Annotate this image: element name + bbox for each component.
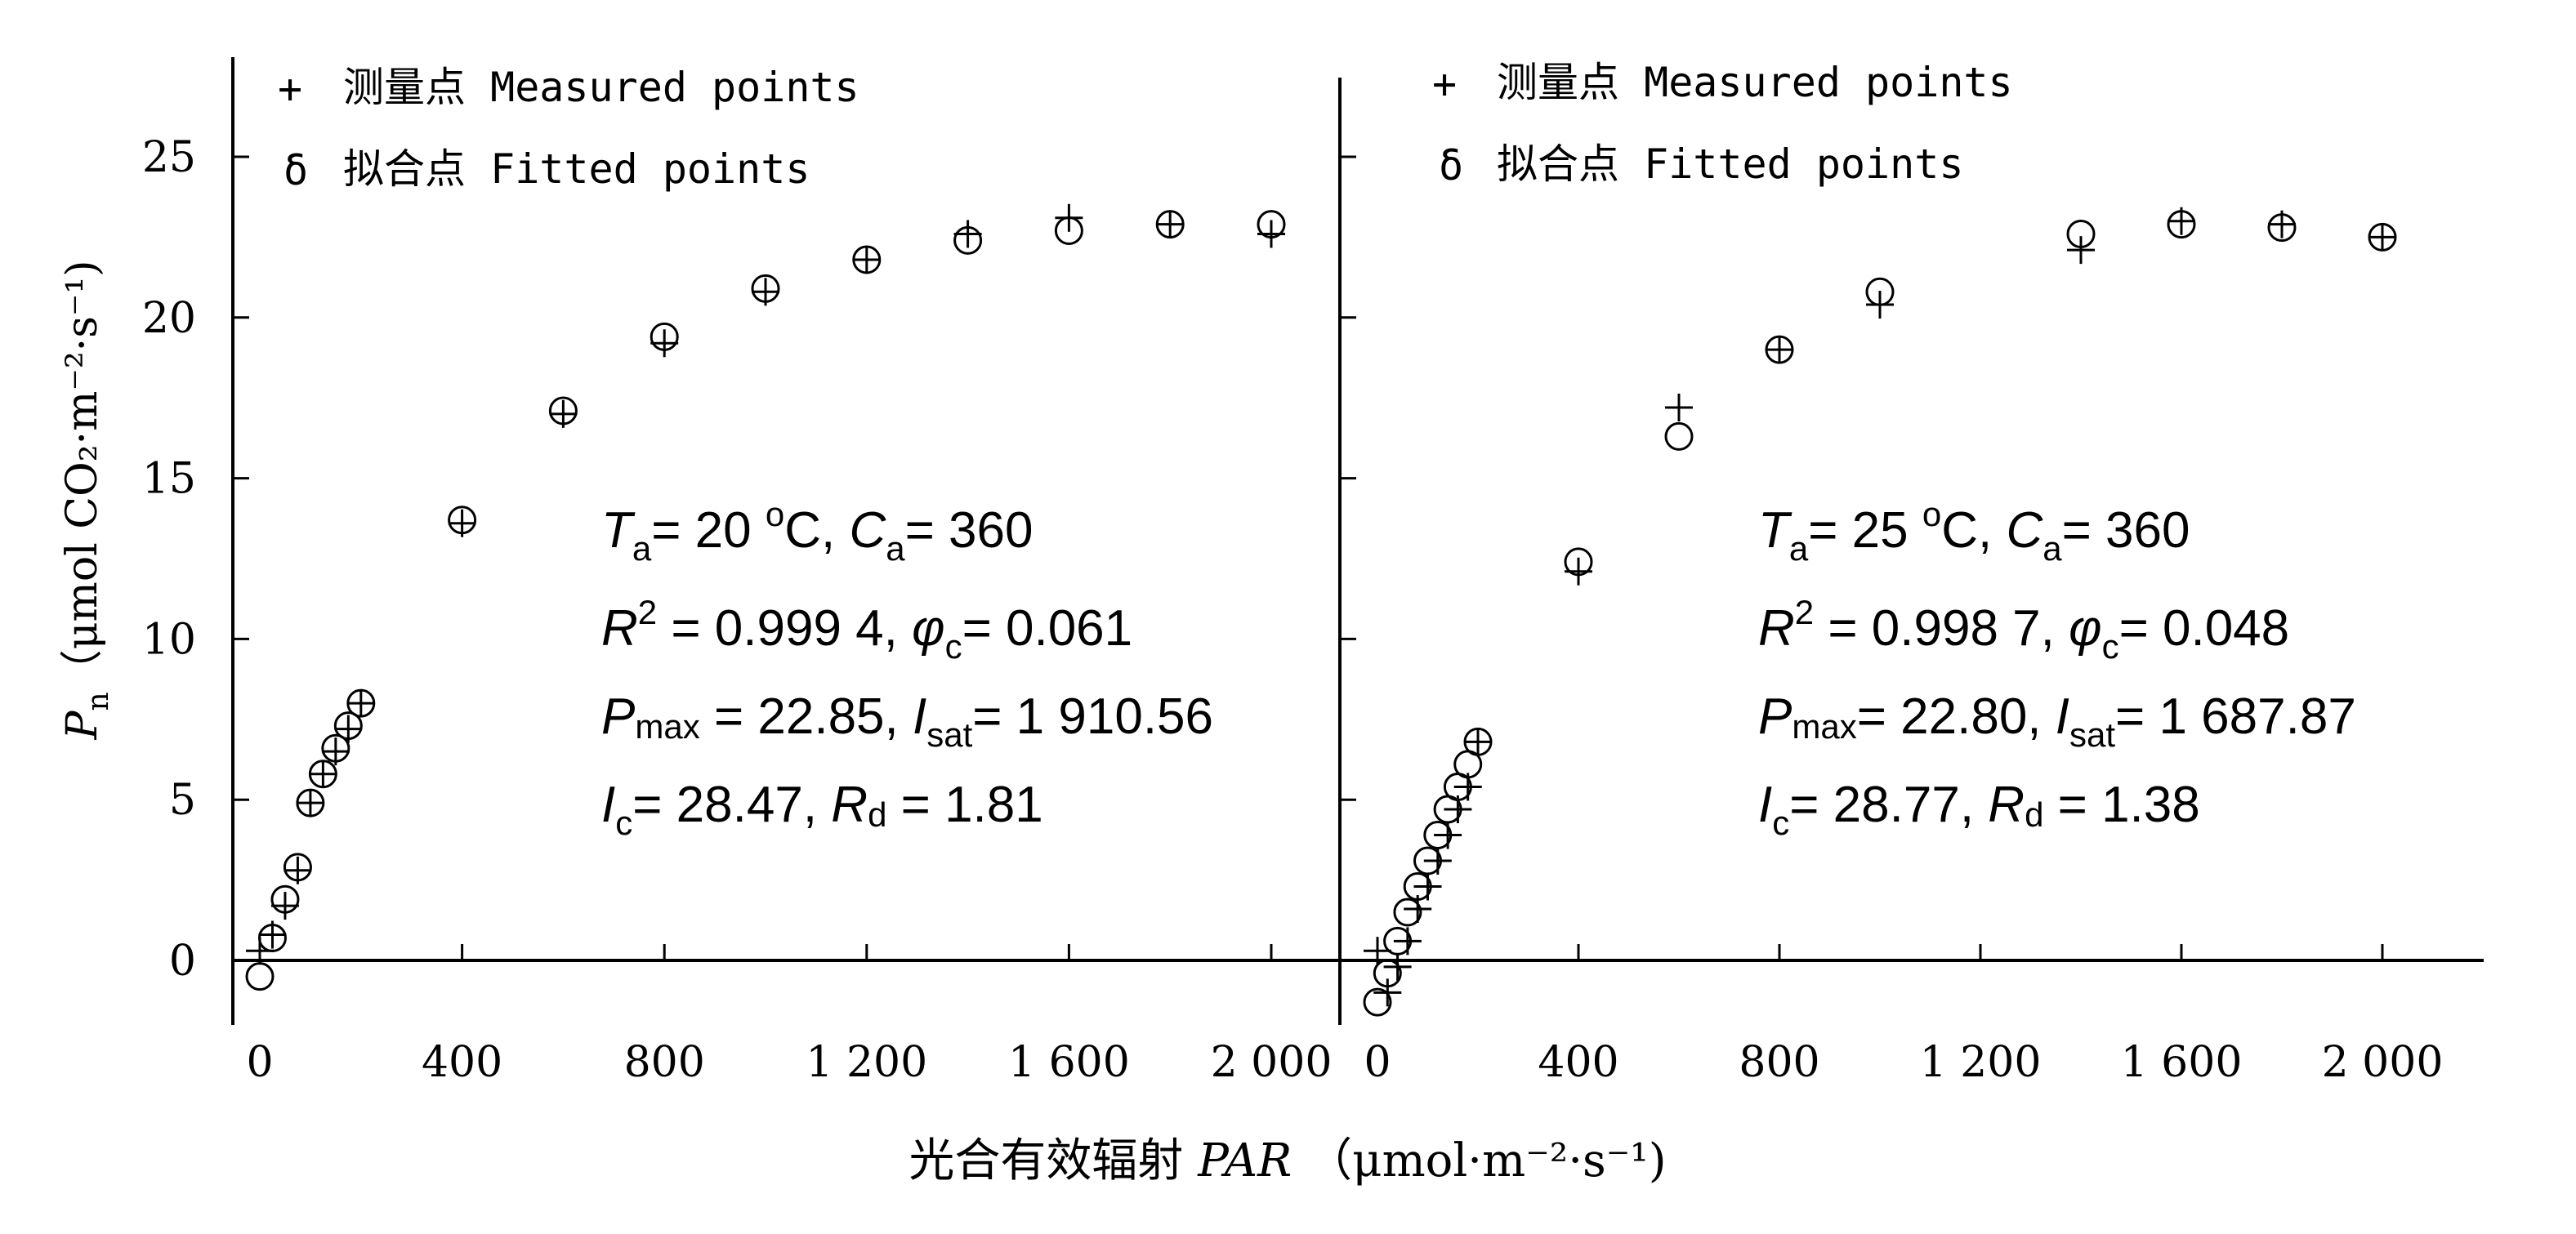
measured-point (650, 329, 679, 358)
measured-point (1766, 336, 1793, 364)
measured-point (1434, 821, 1462, 849)
y-tick-label: 0 (169, 937, 196, 986)
measured-point (448, 509, 476, 537)
fitted-point (1664, 421, 1694, 451)
panel-left-fit-parameters: Ta= 20 oC, Ca= 360 R2 = 0.999 4, φc= 0.0… (601, 495, 1213, 842)
ann-left-line-4: Ic= 28.47, Rd = 1.81 (601, 777, 1043, 842)
panel-left-legend: + 测量点 Measured points δ 拟合点 Fitted point… (278, 64, 859, 194)
fitted-point (245, 962, 275, 991)
measured-point (1364, 937, 1391, 965)
measured-point (953, 220, 982, 248)
x-tick-label: 1 200 (806, 1038, 927, 1087)
measured-point (1423, 846, 1452, 875)
measured-point (309, 760, 337, 788)
y-tick-label: 20 (142, 294, 196, 343)
legend-fitted-label: 拟合点 Fitted points (343, 145, 810, 193)
legend-measured-symbol: + (278, 65, 302, 113)
measured-point (549, 399, 578, 428)
ann-right-line-3: Pmax= 22.80, Isat= 1 687.87 (1758, 688, 2356, 754)
panel-left-x-tick-labels: 0 400 800 1 200 1 600 2 000 (246, 1038, 1332, 1087)
legend-fitted-symbol: δ (1439, 142, 1463, 189)
measured-point (283, 856, 312, 884)
measured-point (334, 715, 363, 743)
ann-right-line-4: Ic= 28.77, Rd = 1.38 (1758, 777, 2200, 842)
x-tick-label: 0 (1364, 1038, 1391, 1087)
measured-point (1413, 872, 1442, 901)
panel-right-fit-parameters: Ta= 25 oC, Ca= 360 R2 = 0.998 7, φc= 0.0… (1758, 495, 2356, 842)
x-axis-title: 光合有效辐射 PAR （μmol·m⁻²·s⁻¹) (909, 1134, 1666, 1187)
legend-fitted-label: 拟合点 Fitted points (1497, 140, 1963, 188)
measured-point (1464, 728, 1492, 756)
measured-point (752, 278, 779, 306)
measured-point (258, 920, 287, 949)
x-axis-title-prefix: 光合有效辐射 (909, 1134, 1183, 1187)
measured-point (2067, 236, 2095, 265)
y-axis-title: Pn（μmol CO₂·m⁻²·s⁻¹) (58, 261, 115, 741)
x-tick-label: 400 (422, 1038, 502, 1087)
legend-measured-symbol: + (1432, 60, 1457, 108)
x-tick-label: 1 600 (1008, 1038, 1130, 1087)
measured-point (1444, 795, 1472, 824)
measured-point (1257, 220, 1285, 248)
panel-right: 0 400 800 1 200 1 600 2 000 + 测量点 Measured po… (1338, 59, 2484, 1087)
y-axis-title-var-sub: n (82, 692, 115, 711)
panel-left-measured-points (246, 203, 1285, 965)
y-axis-title-units: （μmol CO₂·m⁻²·s⁻¹) (58, 261, 107, 693)
measured-point (2368, 223, 2396, 252)
measured-point (2168, 207, 2195, 235)
x-tick-label: 1 200 (1920, 1038, 2042, 1087)
x-axis-title-units: （μmol·m⁻²·s⁻¹) (1306, 1134, 1666, 1187)
x-tick-label: 0 (246, 1038, 273, 1087)
ann-left-line-2: R2 = 0.999 4, φc= 0.061 (601, 593, 1132, 666)
panel-left: 0 400 800 1 200 1 600 2 000 + 测量点 Measured po… (231, 57, 1340, 1087)
measured-point (246, 937, 274, 965)
measured-point (1383, 952, 1412, 981)
measured-point (1055, 203, 1083, 232)
measured-point (1866, 291, 1894, 319)
measured-point (1404, 895, 1432, 924)
measured-point (1665, 394, 1693, 422)
x-tick-label: 1 600 (2121, 1038, 2243, 1087)
fitted-point (1363, 987, 1392, 1017)
x-tick-label: 800 (624, 1038, 705, 1087)
measured-point (1393, 927, 1422, 956)
measured-point (270, 892, 299, 920)
y-tick-label: 5 (169, 776, 196, 825)
measured-point (346, 689, 375, 718)
y-tick-label: 15 (142, 455, 196, 504)
ann-right-line-2: R2 = 0.998 7, φc= 0.048 (1758, 593, 2289, 666)
measured-point (1453, 773, 1482, 801)
panel-left-axes (231, 57, 1340, 1025)
y-tick-labels: 0 5 10 15 20 25 (142, 133, 196, 986)
legend-measured-label: 测量点 Measured points (343, 64, 859, 111)
fitted-point (1393, 898, 1422, 927)
x-axis-title-var: PAR (1197, 1134, 1292, 1187)
panel-right-legend: + 测量点 Measured points δ 拟合点 Fitted point… (1432, 59, 2013, 189)
panel-right-measured-points (1364, 207, 2396, 1007)
measured-point (852, 245, 881, 274)
x-tick-label: 2 000 (2322, 1038, 2444, 1087)
y-axis-title-var: P (58, 710, 107, 740)
panel-right-axes (1338, 78, 2484, 1025)
x-tick-label: 400 (1538, 1038, 1618, 1087)
legend-fitted-symbol: δ (283, 147, 308, 194)
measured-point (1156, 210, 1185, 238)
measured-point (321, 737, 350, 766)
measured-point (296, 789, 324, 817)
ann-left-line-1: Ta= 20 oC, Ca= 360 (601, 495, 1033, 568)
measured-point (1565, 557, 1592, 586)
ann-right-line-1: Ta= 25 oC, Ca= 360 (1758, 495, 2190, 568)
x-tick-label: 800 (1739, 1038, 1819, 1087)
measured-point (2268, 210, 2296, 238)
y-tick-label: 10 (142, 615, 196, 664)
ann-left-line-3: Pmax = 22.85, Isat= 1 910.56 (601, 688, 1213, 754)
legend-measured-label: 测量点 Measured points (1497, 59, 2013, 106)
y-tick-label: 25 (142, 133, 196, 182)
x-tick-label: 2 000 (1211, 1038, 1333, 1087)
measured-point (1373, 978, 1402, 1007)
panel-right-x-tick-labels: 0 400 800 1 200 1 600 2 000 (1364, 1038, 2443, 1087)
